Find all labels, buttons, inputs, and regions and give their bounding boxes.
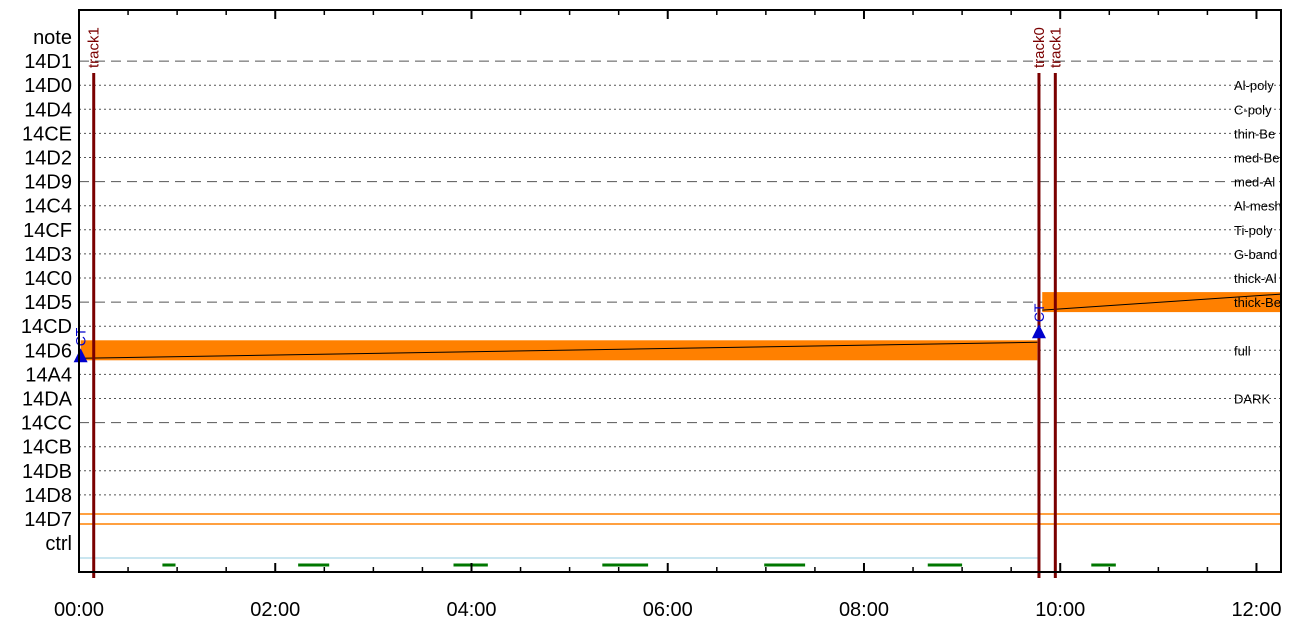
row-label: 14DB bbox=[22, 461, 72, 483]
row-label: 14C4 bbox=[24, 196, 72, 218]
x-tick-label: 04:00 bbox=[446, 599, 496, 621]
track-label: track0 bbox=[1031, 27, 1048, 68]
row-label: 14D9 bbox=[24, 172, 72, 194]
filter-label: thick-Al bbox=[1234, 271, 1277, 286]
row-label: 14A4 bbox=[25, 364, 72, 386]
plot-frame bbox=[78, 9, 1282, 573]
filter-label: C-poly bbox=[1234, 102, 1272, 117]
filter-label: thick-Be bbox=[1234, 295, 1281, 310]
row-label: 14D8 bbox=[24, 485, 72, 507]
filter-label: full bbox=[1234, 343, 1251, 358]
row-label: 14CF bbox=[23, 220, 72, 242]
row-label: 14D3 bbox=[24, 244, 72, 266]
filter-label: med-Be bbox=[1234, 151, 1280, 166]
x-tick-label: 08:00 bbox=[839, 599, 889, 621]
row-label: 14D4 bbox=[24, 99, 72, 121]
row-label: 14D6 bbox=[24, 340, 72, 362]
x-tick-label: 12:00 bbox=[1231, 599, 1281, 621]
x-tick-label: 00:00 bbox=[54, 599, 104, 621]
row-label: 14CB bbox=[22, 437, 72, 459]
row-label: 14D5 bbox=[24, 292, 72, 314]
filter-label: DARK bbox=[1234, 392, 1270, 407]
filter-label: Al-mesh bbox=[1234, 199, 1282, 214]
bar-diagonal bbox=[1042, 293, 1282, 311]
row-label: 14D7 bbox=[24, 509, 72, 531]
row-label: 14CD bbox=[21, 316, 72, 338]
filter-label: med-Al bbox=[1234, 175, 1275, 190]
row-label: ctrl bbox=[45, 533, 72, 555]
filter-label: thin-Be bbox=[1234, 126, 1275, 141]
axis-ticks bbox=[78, 10, 1258, 572]
ct-triangle bbox=[1031, 324, 1046, 339]
ct-label: CT bbox=[1031, 303, 1047, 322]
x-axis-labels: 00:00 02:00 04:00 06:00 08:00 10:00 12:00 bbox=[54, 599, 1282, 621]
row-label: note bbox=[33, 27, 72, 49]
row-label: 14CE bbox=[22, 123, 72, 145]
filter-label: Al-poly bbox=[1234, 78, 1274, 93]
row-label: 14D1 bbox=[24, 51, 72, 73]
track-label: track1 bbox=[86, 27, 103, 68]
row-label: 14DA bbox=[22, 389, 73, 411]
row-label: 14D0 bbox=[24, 75, 72, 97]
filter-label: G-band bbox=[1234, 247, 1277, 262]
x-tick-label: 10:00 bbox=[1035, 599, 1085, 621]
filter-labels: Al-poly C-poly thin-Be med-Be med-Al Al-mesh T… bbox=[1234, 78, 1282, 406]
ct-markers: CT CT bbox=[73, 303, 1047, 363]
track-label: track1 bbox=[1047, 27, 1064, 68]
row-label: 14C0 bbox=[24, 268, 72, 290]
ct-triangle bbox=[73, 348, 88, 363]
x-tick-label: 06:00 bbox=[643, 599, 693, 621]
row-label: 14D2 bbox=[24, 148, 72, 170]
observation-bars bbox=[80, 292, 1282, 361]
bar-diagonal bbox=[80, 341, 1038, 359]
ct-label: CT bbox=[73, 327, 89, 346]
filter-label: Ti-poly bbox=[1234, 223, 1273, 238]
row-label: 14CC bbox=[21, 413, 72, 435]
x-tick-label: 02:00 bbox=[250, 599, 300, 621]
